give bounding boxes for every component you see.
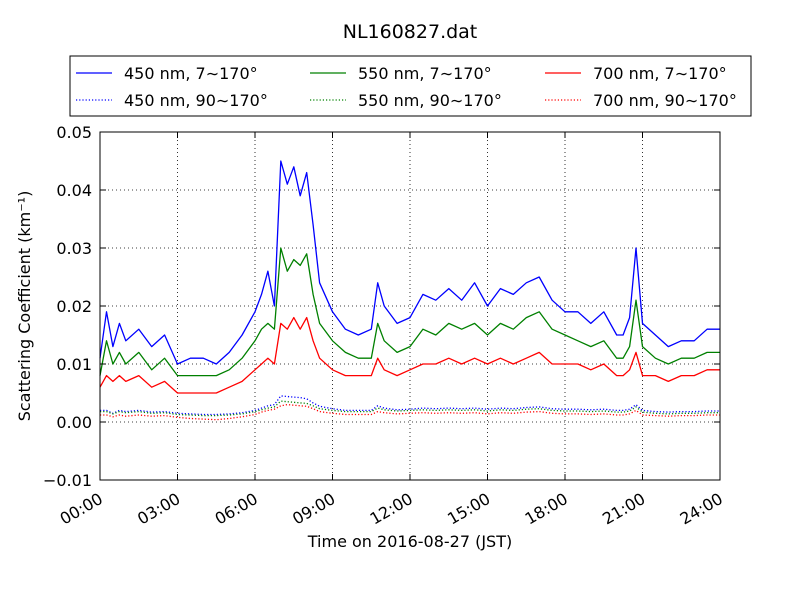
series-line-1 [99,160,720,365]
x-tick-label: 09:00 [289,489,338,529]
x-tick-label: 24:00 [677,489,726,529]
y-axis-label: Scattering Coefficient (km⁻¹) [15,191,34,422]
legend-label: 550 nm, 90∼170° [358,91,502,110]
series-line-2 [99,247,720,377]
y-tick-label: 0.05 [56,123,92,142]
x-tick-label: 00:00 [57,489,106,529]
y-axis: −0.01 0.00 0.01 0.02 0.03 0.04 0.05 [43,123,720,490]
legend: 450 nm, 7∼170° 550 nm, 7∼170° 700 nm, 7∼17… [69,55,752,117]
legend-label: 700 nm, 90∼170° [593,91,737,110]
x-tick-label: 06:00 [212,489,261,529]
legend-label: 700 nm, 7∼170° [593,64,727,83]
series-line-4 [100,395,720,416]
y-tick-label: 0.02 [56,297,92,316]
legend-label: 450 nm, 90∼170° [124,91,268,110]
series-line-3 [99,316,720,394]
x-tick-label: 03:00 [134,489,183,529]
y-tick-label: 0.00 [56,413,92,432]
legend-label: 550 nm, 7∼170° [358,64,492,83]
series-line-5 [100,400,720,417]
x-tick-label: 21:00 [599,489,648,529]
y-tick-label: 0.01 [56,355,92,374]
grid-lines [100,132,720,480]
y-tick-label: 0.04 [56,181,92,200]
chart-title: NL160827.dat [343,21,478,43]
x-axis: 00:00 03:00 06:00 09:00 12:00 15:00 18:00 21:00… [57,132,726,529]
legend-label: 450 nm, 7∼170° [124,64,258,83]
x-tick-label: 18:00 [522,489,571,529]
x-axis-label: Time on 2016-08-27 (JST) [307,532,512,551]
legend-box [69,55,752,117]
y-tick-label: −0.01 [43,471,92,490]
x-tick-label: 12:00 [367,489,416,529]
plot-area [99,160,720,421]
y-tick-label: 0.03 [56,239,92,258]
x-tick-label: 15:00 [444,489,493,529]
series-line-6 [100,403,720,421]
